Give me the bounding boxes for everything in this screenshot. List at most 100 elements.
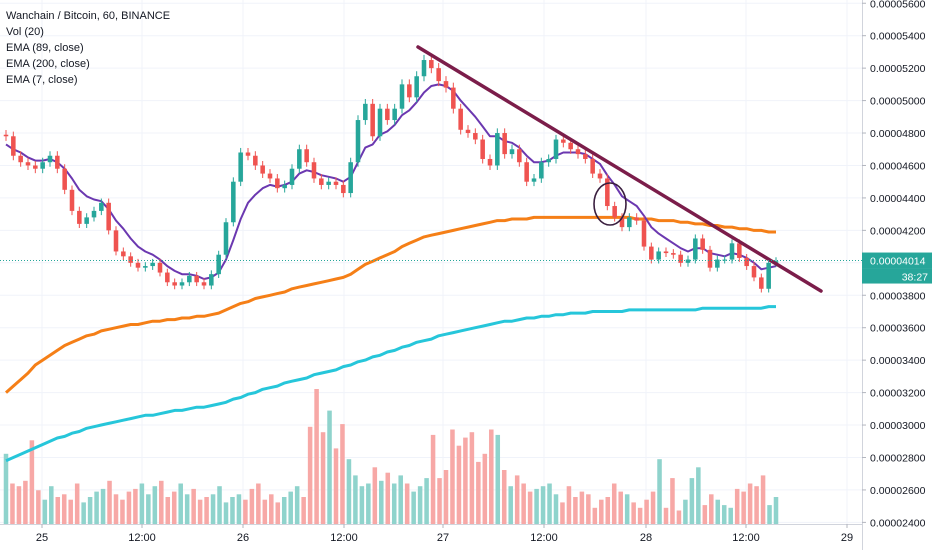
candle-body [326,181,331,185]
volume-bar [3,453,9,524]
volume-bar [534,488,539,524]
volume-bar [87,497,93,524]
candle-body [671,253,676,255]
candle-body [282,184,287,189]
legend-indicator-ema200: EMA (200, close) [6,58,90,70]
volume-bar [476,461,481,524]
volume-bar [81,502,86,524]
volume-bar [663,507,669,524]
volume-bar [424,478,429,524]
volume-bar [372,467,378,524]
candle-body [619,217,625,228]
volume-bar [178,483,183,524]
candle-body [480,139,485,159]
trendline [416,45,823,293]
price-axis[interactable]: 0.00005600 0.00005400 0.00005200 0.00005000… [862,0,932,550]
volume-bar [443,470,449,524]
legend-title: Wanchain / Bitcoin, 60, BINANCE [6,10,171,22]
volume-bar [133,488,138,524]
volume-bar [579,491,585,524]
volume-bar [42,499,48,524]
volume-bar [501,470,507,524]
candle-body [590,158,595,174]
candles[interactable] [3,54,779,293]
time-axis[interactable]: 25 12:00 26 12:00 27 12:00 28 12:00 29 [0,524,862,550]
volume-bar [68,499,73,524]
time-axis-bg [0,524,862,550]
volume-bar [61,494,67,524]
candle-body [172,282,177,286]
volume-bar [307,426,313,524]
volume-bar [527,491,533,524]
candle-body [253,155,258,166]
candle-body [40,162,45,169]
candle-body [524,162,529,182]
volume-bar [139,483,145,524]
volume-bar [573,497,578,524]
volume-bar [495,434,501,524]
candle-body [150,262,155,267]
volume-bar [728,507,733,524]
candle-body [663,251,669,254]
candle-body [443,81,449,88]
countdown-label: 38:27 [902,272,928,284]
volume-bar [592,507,598,524]
candle-body [209,274,214,286]
candle-body [531,178,537,182]
volume-bar [417,486,423,524]
candle-body [135,262,141,268]
candle-body [99,202,104,211]
volume-bar [126,491,132,524]
ema-lines [5,83,777,463]
volume-bar [689,478,695,524]
volume-bar [243,499,248,524]
volume-bar [747,483,753,524]
candle-body [289,168,295,185]
candle-body [583,154,588,159]
time-tick-label: 12:00 [330,532,358,544]
candle-body [465,129,471,134]
volume-bar [320,432,326,524]
volume-bar [191,488,196,524]
candle-body [568,142,573,150]
candle-body [77,210,82,224]
candle-body [539,162,544,179]
candle-body [751,266,757,278]
volume-bar [721,505,727,524]
volume-bar [184,494,190,524]
volume-bar [709,494,714,524]
volume-bar [159,480,164,524]
volume-bar [275,502,281,524]
price-tick-label: 0.00004400 [870,193,926,205]
volume-bar [586,494,591,524]
volume-bar [741,491,746,524]
price-tick-label: 0.00005000 [870,96,926,108]
candle-body [678,254,683,263]
volume-bar [256,483,261,524]
candle-body [179,282,185,286]
candle-body [18,155,23,163]
time-tick-label: 25 [36,532,48,544]
candle-body [223,222,229,255]
candle-body [121,251,126,257]
candle-body [722,259,727,261]
volume-bar [314,389,319,524]
candle-body [649,246,654,260]
volume-bar [521,483,526,524]
candle-body [436,68,441,82]
volume-bar [223,502,229,524]
candle-body [84,217,89,224]
price-tick-label: 0.00005600 [870,0,926,10]
volume-bar [94,491,99,524]
volume-bar [281,497,287,524]
volume-bar [55,497,61,524]
volume-bar [359,486,365,524]
candle-body [693,238,698,260]
volume-bar [74,483,80,524]
candle-body [612,206,617,218]
candle-body [69,189,75,211]
volume-bar [547,483,552,524]
candle-body [414,76,419,98]
